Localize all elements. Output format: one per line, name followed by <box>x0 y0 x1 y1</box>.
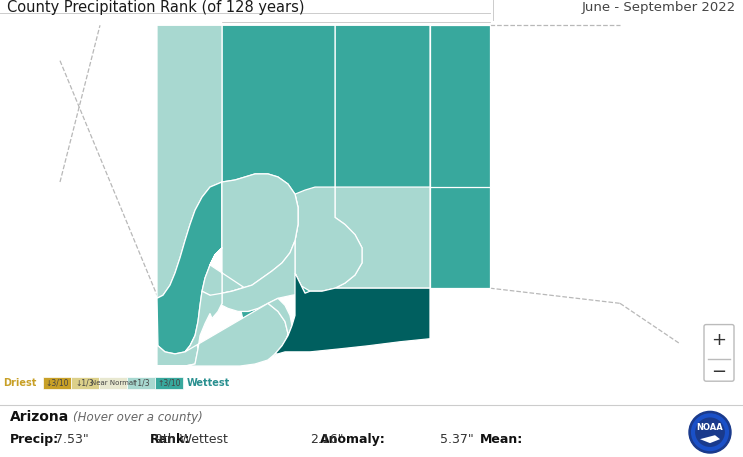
Text: Anomaly:: Anomaly: <box>320 433 386 446</box>
Polygon shape <box>268 298 292 360</box>
Text: −: − <box>712 363 727 381</box>
FancyBboxPatch shape <box>704 324 734 381</box>
Bar <box>155 377 183 389</box>
Polygon shape <box>222 174 298 293</box>
Text: June - September 2022: June - September 2022 <box>582 0 736 14</box>
Bar <box>99 377 127 389</box>
Polygon shape <box>700 435 720 443</box>
Text: NOAA: NOAA <box>697 423 724 432</box>
Bar <box>127 377 155 389</box>
Text: 5.37": 5.37" <box>440 433 474 446</box>
Text: County Precipitation Rank (of 128 years): County Precipitation Rank (of 128 years) <box>7 0 305 15</box>
Text: Mean:: Mean: <box>480 433 523 446</box>
Polygon shape <box>430 187 490 288</box>
Text: +: + <box>712 331 727 349</box>
Text: ↑1/3: ↑1/3 <box>132 379 150 388</box>
Text: ↓3/10: ↓3/10 <box>45 379 69 388</box>
Polygon shape <box>335 187 430 288</box>
Bar <box>43 377 71 389</box>
Text: Driest: Driest <box>3 378 36 388</box>
Text: ↓1/3: ↓1/3 <box>76 379 94 388</box>
Polygon shape <box>157 291 288 366</box>
Bar <box>71 377 99 389</box>
Text: 7.53": 7.53" <box>55 433 88 446</box>
Text: 2.16": 2.16" <box>310 433 343 446</box>
Polygon shape <box>295 187 362 291</box>
Text: (Hover over a county): (Hover over a county) <box>73 411 203 424</box>
Polygon shape <box>335 25 430 295</box>
Polygon shape <box>202 174 298 311</box>
Text: 9th Wettest: 9th Wettest <box>155 433 228 446</box>
Text: Wettest: Wettest <box>187 378 230 388</box>
Text: Arizona: Arizona <box>10 410 69 425</box>
Polygon shape <box>222 25 335 339</box>
Polygon shape <box>157 336 198 366</box>
Polygon shape <box>275 273 430 354</box>
Polygon shape <box>210 241 305 319</box>
Circle shape <box>689 411 731 453</box>
Text: ↑3/10: ↑3/10 <box>158 379 181 388</box>
Text: Rank:: Rank: <box>150 433 190 446</box>
Polygon shape <box>157 25 222 298</box>
Text: Near Normal: Near Normal <box>91 380 135 386</box>
Polygon shape <box>157 182 222 354</box>
Text: Precip:: Precip: <box>10 433 59 446</box>
Polygon shape <box>430 25 490 288</box>
